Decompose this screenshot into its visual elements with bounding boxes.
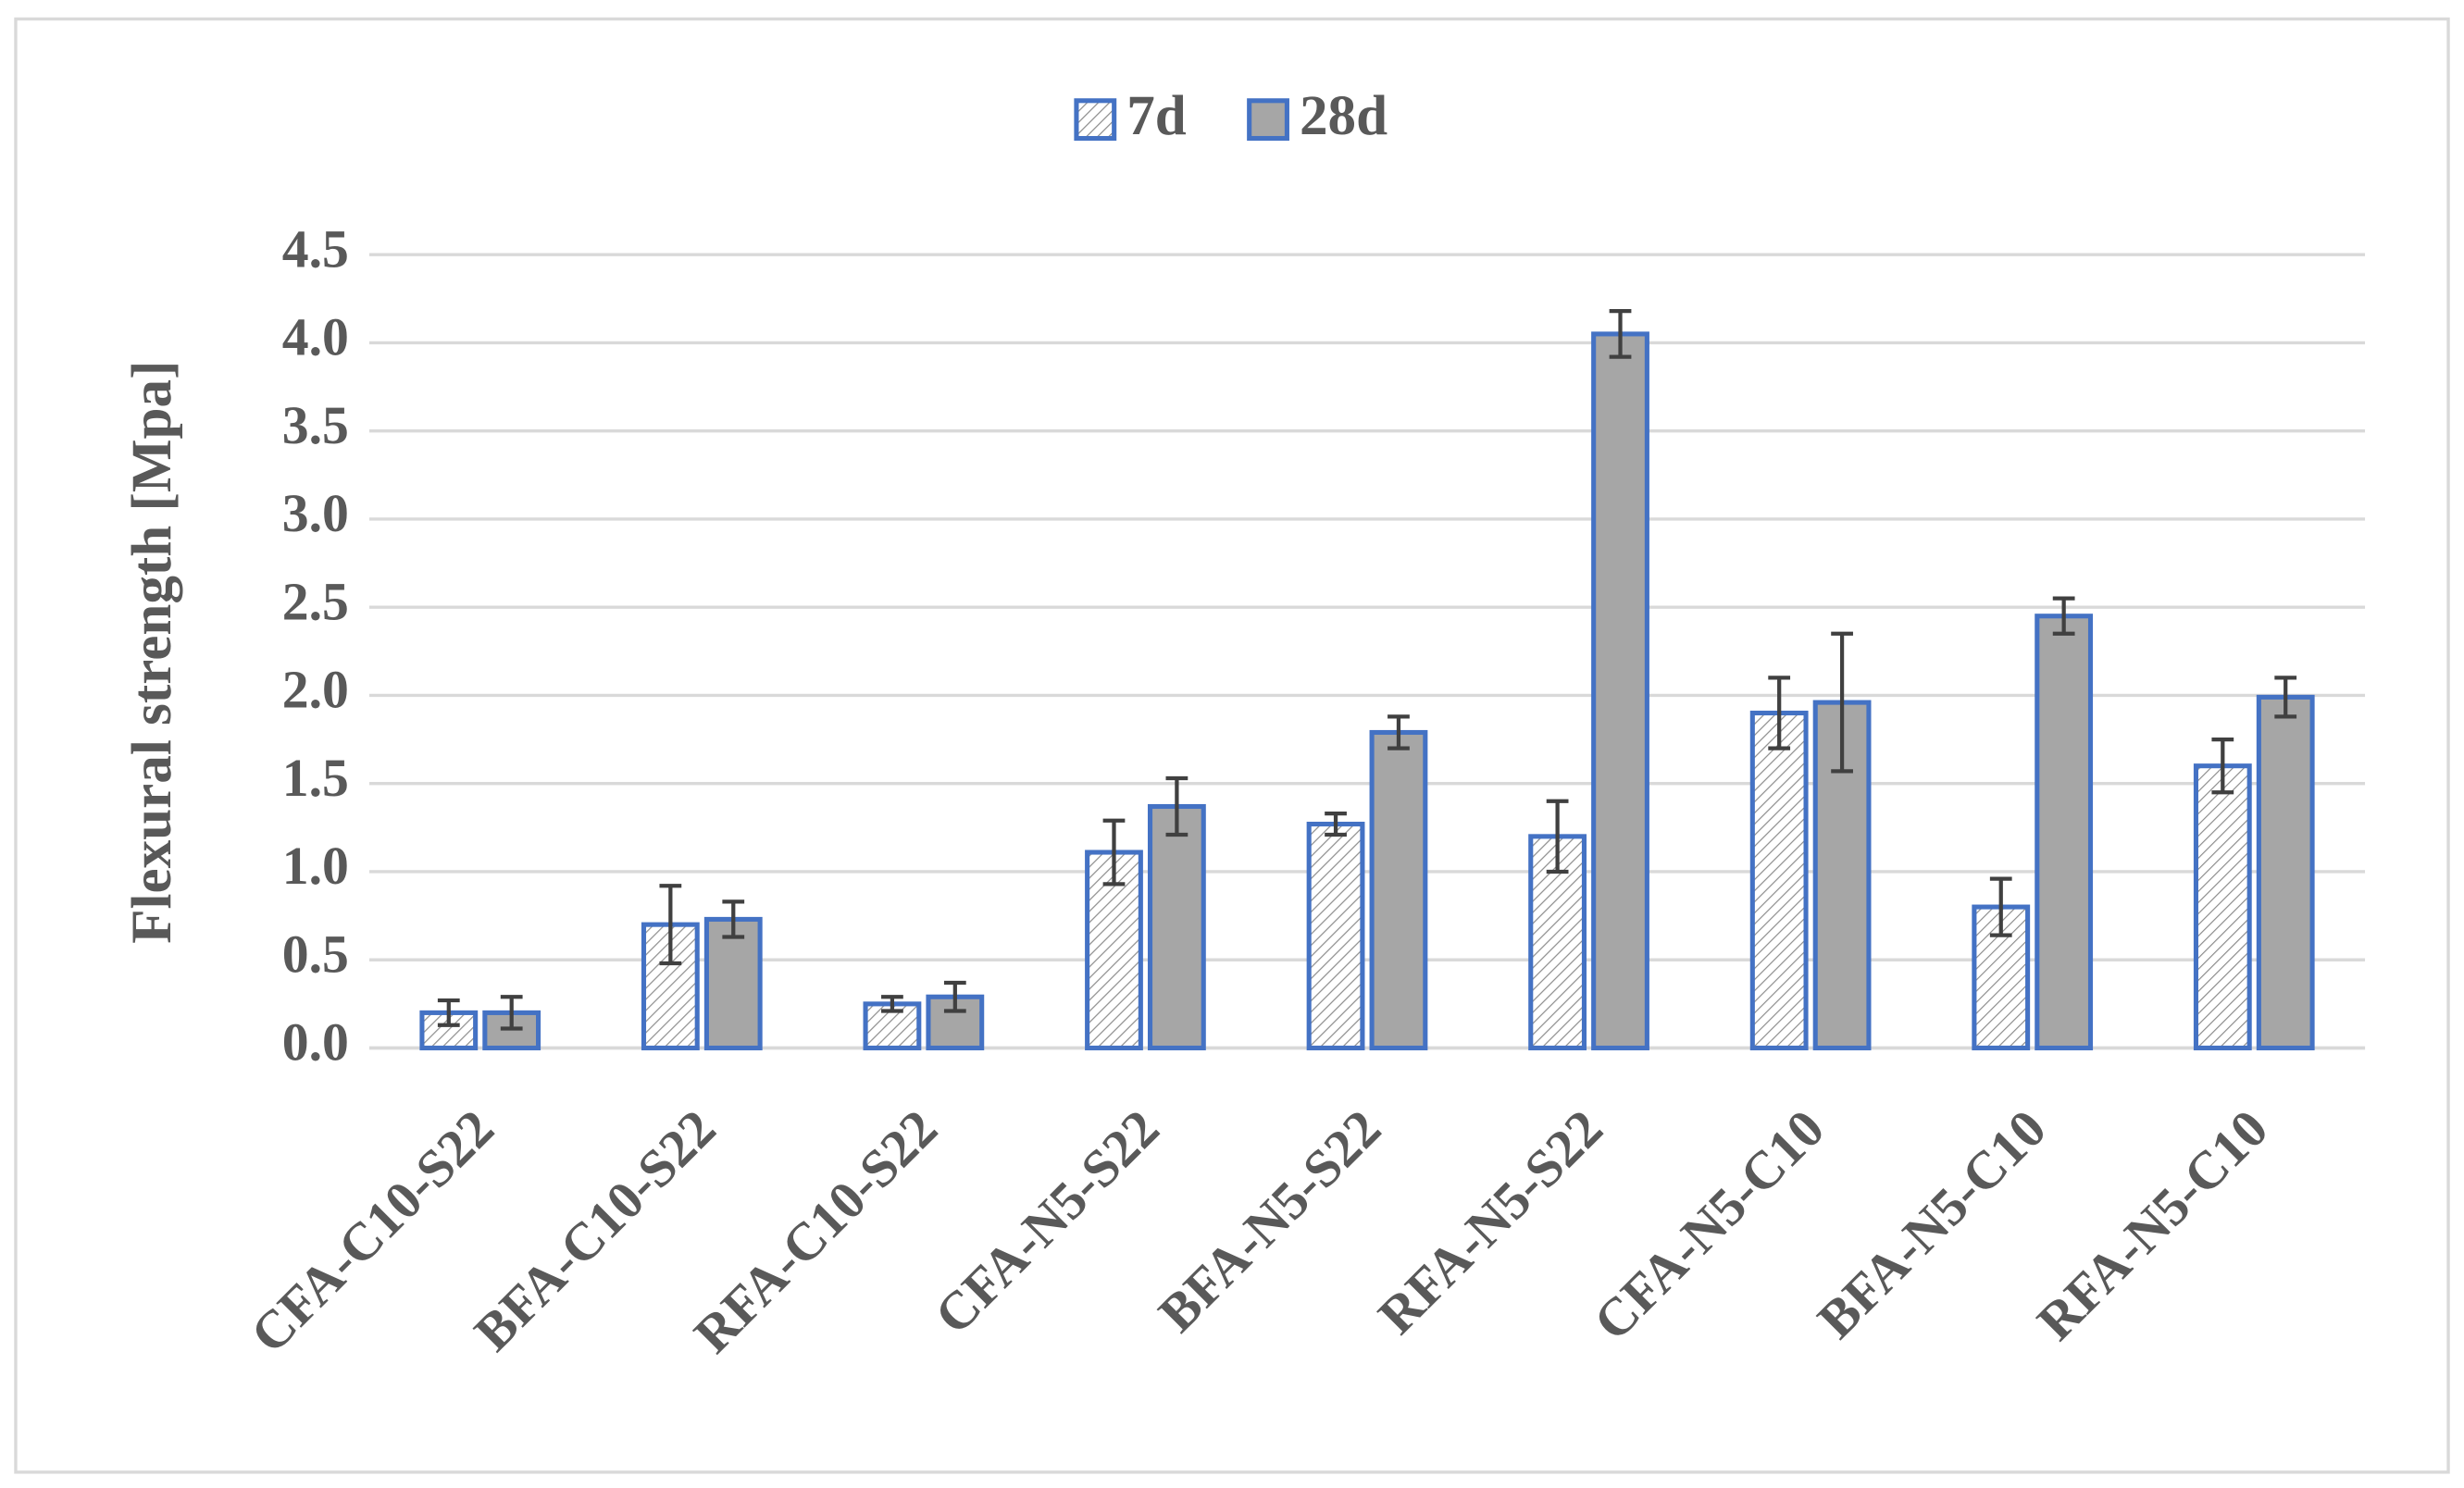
error-bar xyxy=(1609,309,1632,359)
bar xyxy=(1147,803,1206,1051)
error-bar xyxy=(659,884,682,966)
y-tick-label: 0.5 xyxy=(282,925,349,984)
error-bar xyxy=(1831,631,1853,774)
error-bar xyxy=(2211,737,2234,795)
bar xyxy=(1306,821,1365,1051)
error-bar xyxy=(2052,596,2075,636)
y-tick-label: 2.5 xyxy=(282,573,349,631)
y-tick-label: 3.0 xyxy=(282,485,349,543)
y-tick-label: 2.0 xyxy=(282,662,349,720)
bar xyxy=(1812,700,1872,1051)
error-bar xyxy=(881,995,903,1013)
y-tick-label: 1.0 xyxy=(282,837,349,896)
bar xyxy=(703,916,763,1051)
bar xyxy=(1591,331,1649,1051)
error-bar xyxy=(1325,811,1347,837)
legend-swatch xyxy=(1247,98,1289,142)
y-tick-label: 4.5 xyxy=(282,220,349,279)
error-bar xyxy=(2274,676,2297,719)
y-axis-title: Flexural strength [Mpa] xyxy=(121,361,183,944)
error-bar xyxy=(1768,676,1791,750)
bar xyxy=(1749,710,1809,1051)
error-bar xyxy=(943,980,966,1013)
error-bar xyxy=(1388,714,1410,750)
legend-swatch xyxy=(1074,98,1117,142)
y-tick-label: 4.0 xyxy=(282,309,349,367)
bar xyxy=(2256,694,2315,1051)
error-bar xyxy=(1165,775,1188,837)
y-tick-label: 0.0 xyxy=(282,1014,349,1073)
y-tick-label: 3.5 xyxy=(282,397,349,455)
error-bar xyxy=(1546,799,1569,874)
error-bar xyxy=(1989,876,2012,937)
error-bar xyxy=(1102,818,1126,887)
bar xyxy=(2035,614,2094,1051)
error-bar xyxy=(500,995,523,1031)
error-bar xyxy=(437,998,460,1027)
error-bar xyxy=(722,899,745,939)
y-tick-label: 1.5 xyxy=(282,750,349,808)
legend-label: 28d xyxy=(1300,85,1388,147)
bar xyxy=(2193,763,2252,1051)
bar xyxy=(1369,729,1428,1051)
legend-label: 7d xyxy=(1126,85,1187,147)
